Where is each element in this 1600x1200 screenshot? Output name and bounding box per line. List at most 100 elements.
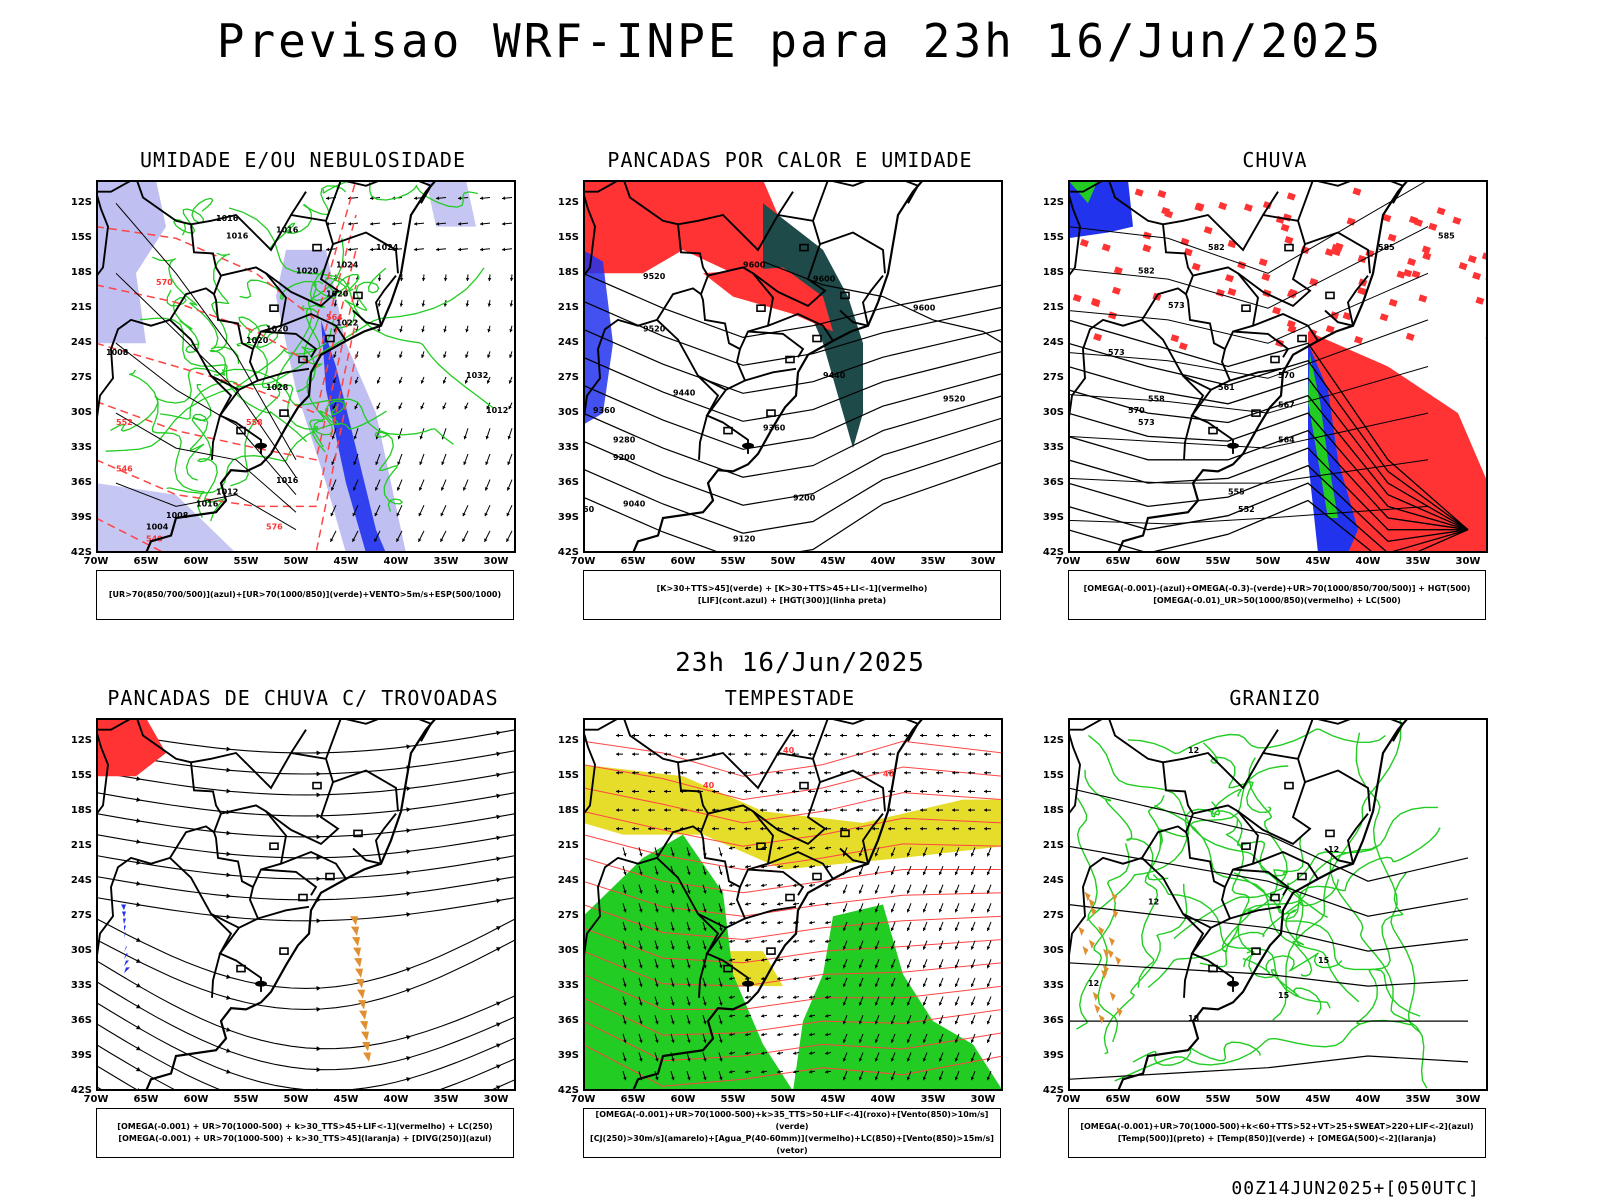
lon-tick-label: 40W [1353, 1094, 1383, 1105]
lon-tick-label: 60W [1153, 1094, 1183, 1105]
map-plot: 1016101610161020102410201024102210201028… [96, 180, 516, 553]
map-frame: 12S 15S 18S 21S 24S 27S 30S 33S 36S 39S 42S 70W 65W 6… [1068, 180, 1488, 553]
contour-label: 9600 [913, 304, 936, 313]
contour-label: 12 [1088, 979, 1099, 988]
map-frame: 12S 15S 18S 21S 24S 27S 30S 33S 36S 39S 42S 70W 65W 6… [96, 180, 516, 553]
contour-label: 558 [1148, 394, 1165, 403]
lon-tick-label: 40W [868, 556, 898, 567]
lat-tick-label: 15S [1034, 232, 1064, 243]
lon-tick-label: 45W [331, 556, 361, 567]
panel-title: GRANIZO [1030, 686, 1520, 710]
lat-tick-label: 36S [549, 477, 579, 488]
contour-label: 40 [703, 781, 715, 790]
lon-tick-label: 60W [1153, 556, 1183, 567]
lat-tick-label: 30S [549, 407, 579, 418]
lat-tick-label: 27S [62, 372, 92, 383]
contour-label: 9440 [673, 389, 696, 398]
contour-label: 573 [1168, 301, 1185, 310]
contour-label: 1008 [106, 348, 129, 357]
lat-tick-label: 33S [1034, 442, 1064, 453]
lon-tick-label: 30W [1453, 1094, 1483, 1105]
lat-tick-label: 30S [1034, 407, 1064, 418]
map-plot [96, 718, 516, 1091]
lat-tick-label: 24S [549, 337, 579, 348]
lat-tick-label: 18S [1034, 805, 1064, 816]
lat-tick-label: 36S [62, 477, 92, 488]
lat-tick-label: 12S [1034, 735, 1064, 746]
lon-tick-label: 35W [918, 1094, 948, 1105]
lat-tick-label: 15S [549, 232, 579, 243]
lat-tick-label: 33S [549, 442, 579, 453]
lon-tick-label: 65W [131, 1094, 161, 1105]
lon-tick-label: 55W [1203, 556, 1233, 567]
lon-tick-label: 70W [1053, 1094, 1083, 1105]
lat-tick-label: 39S [1034, 512, 1064, 523]
lat-tick-label: 15S [62, 770, 92, 781]
panel-legend: [OMEGA(-0.001) + UR>70(1000-500) + k>30_… [96, 1108, 514, 1158]
panel-title: PANCADAS POR CALOR E UMIDADE [545, 148, 1035, 172]
map-frame: 12S 15S 18S 21S 24S 27S 30S 33S 36S 39S 42S 70W 65W 6… [583, 718, 1003, 1091]
contour-label: 1004 [146, 523, 169, 532]
lat-tick-label: 24S [1034, 875, 1064, 886]
lat-tick-label: 39S [1034, 1050, 1064, 1061]
lon-tick-label: 30W [968, 556, 998, 567]
lon-tick-label: 35W [1403, 1094, 1433, 1105]
lon-tick-label: 60W [668, 556, 698, 567]
lat-tick-label: 21S [62, 302, 92, 313]
lon-tick-label: 35W [1403, 556, 1433, 567]
lat-tick-label: 15S [549, 770, 579, 781]
legend-line: [OMEGA(-0.001)-(azul)+OMEGA(-0.3)-(verde… [1084, 583, 1471, 595]
contour-label: 576 [266, 523, 283, 532]
legend-line: [CJ(250)>30m/s](amarelo)+[Agua_P(40-60mm… [584, 1133, 1000, 1157]
panel-umidade: UMIDADE E/OU NEBULOSIDADE 12S 15S 18S 21S 24S… [58, 148, 548, 628]
lat-tick-label: 18S [549, 267, 579, 278]
contour-label: 9520 [943, 394, 966, 403]
valid-time-label: 23h 16/Jun/2025 [0, 648, 1600, 678]
panel-legend: [UR>70(850/700/500)](azul)+[UR>70(1000/8… [96, 570, 514, 620]
panel-tempestade: TEMPESTADE 12S 15S 18S 21S 24S 27S 30S 33S 36S 39S… [545, 686, 1035, 1166]
contour-label: 1016 [276, 476, 299, 485]
contour-label: 9200 [613, 453, 636, 462]
lat-tick-label: 36S [1034, 477, 1064, 488]
contour-label: 1012 [216, 488, 238, 497]
lat-tick-label: 27S [1034, 372, 1064, 383]
lat-tick-label: 30S [62, 407, 92, 418]
lon-tick-label: 45W [818, 556, 848, 567]
contour-label: 1016 [226, 231, 249, 240]
contour-label: 12 [1148, 898, 1159, 907]
lon-tick-label: 30W [481, 556, 511, 567]
contour-label: 1012 [486, 406, 508, 415]
map-frame: 12S 15S 18S 21S 24S 27S 30S 33S 36S 39S 42S 70W 65W 6… [1068, 718, 1488, 1091]
lat-tick-label: 33S [1034, 980, 1064, 991]
contour-label: 9600 [743, 260, 766, 269]
legend-line: [UR>70(850/700/500)](azul)+[UR>70(1000/8… [109, 589, 501, 601]
lon-tick-label: 55W [718, 556, 748, 567]
lon-tick-label: 55W [718, 1094, 748, 1105]
panel-legend: [OMEGA(-0.001)+UR>70(1000-500)+k<60+TTS>… [1068, 1108, 1486, 1158]
lat-tick-label: 21S [549, 840, 579, 851]
lat-tick-label: 21S [62, 840, 92, 851]
lat-tick-label: 36S [1034, 1015, 1064, 1026]
legend-line: [Temp(500)](preto) + [Temp(850)](verde) … [1118, 1133, 1436, 1145]
lat-tick-label: 33S [62, 442, 92, 453]
lat-tick-label: 18S [62, 805, 92, 816]
panel-pancadas-calor: PANCADAS POR CALOR E UMIDADE 12S 15S 18S 21S… [545, 148, 1035, 628]
lat-tick-label: 36S [62, 1015, 92, 1026]
legend-line: [OMEGA(-0.001) + UR>70(1000-500) + k>30_… [118, 1133, 491, 1145]
map-plot: 40 40 40 [583, 718, 1003, 1091]
lat-tick-label: 33S [549, 980, 579, 991]
lat-tick-label: 24S [1034, 337, 1064, 348]
contour-label: 570 [1128, 406, 1145, 415]
lon-tick-label: 65W [1103, 1094, 1133, 1105]
lon-tick-label: 70W [1053, 556, 1083, 567]
contour-label: 9280 [613, 435, 636, 444]
lat-tick-label: 36S [549, 1015, 579, 1026]
lon-tick-label: 70W [81, 1094, 111, 1105]
contour-label: 9040 [623, 499, 646, 508]
lat-tick-label: 39S [62, 1050, 92, 1061]
lat-tick-label: 30S [549, 945, 579, 956]
lat-tick-label: 18S [62, 267, 92, 278]
lat-tick-label: 21S [1034, 302, 1064, 313]
contour-label: 573 [1108, 348, 1125, 357]
contour-label: 9200 [793, 494, 816, 503]
